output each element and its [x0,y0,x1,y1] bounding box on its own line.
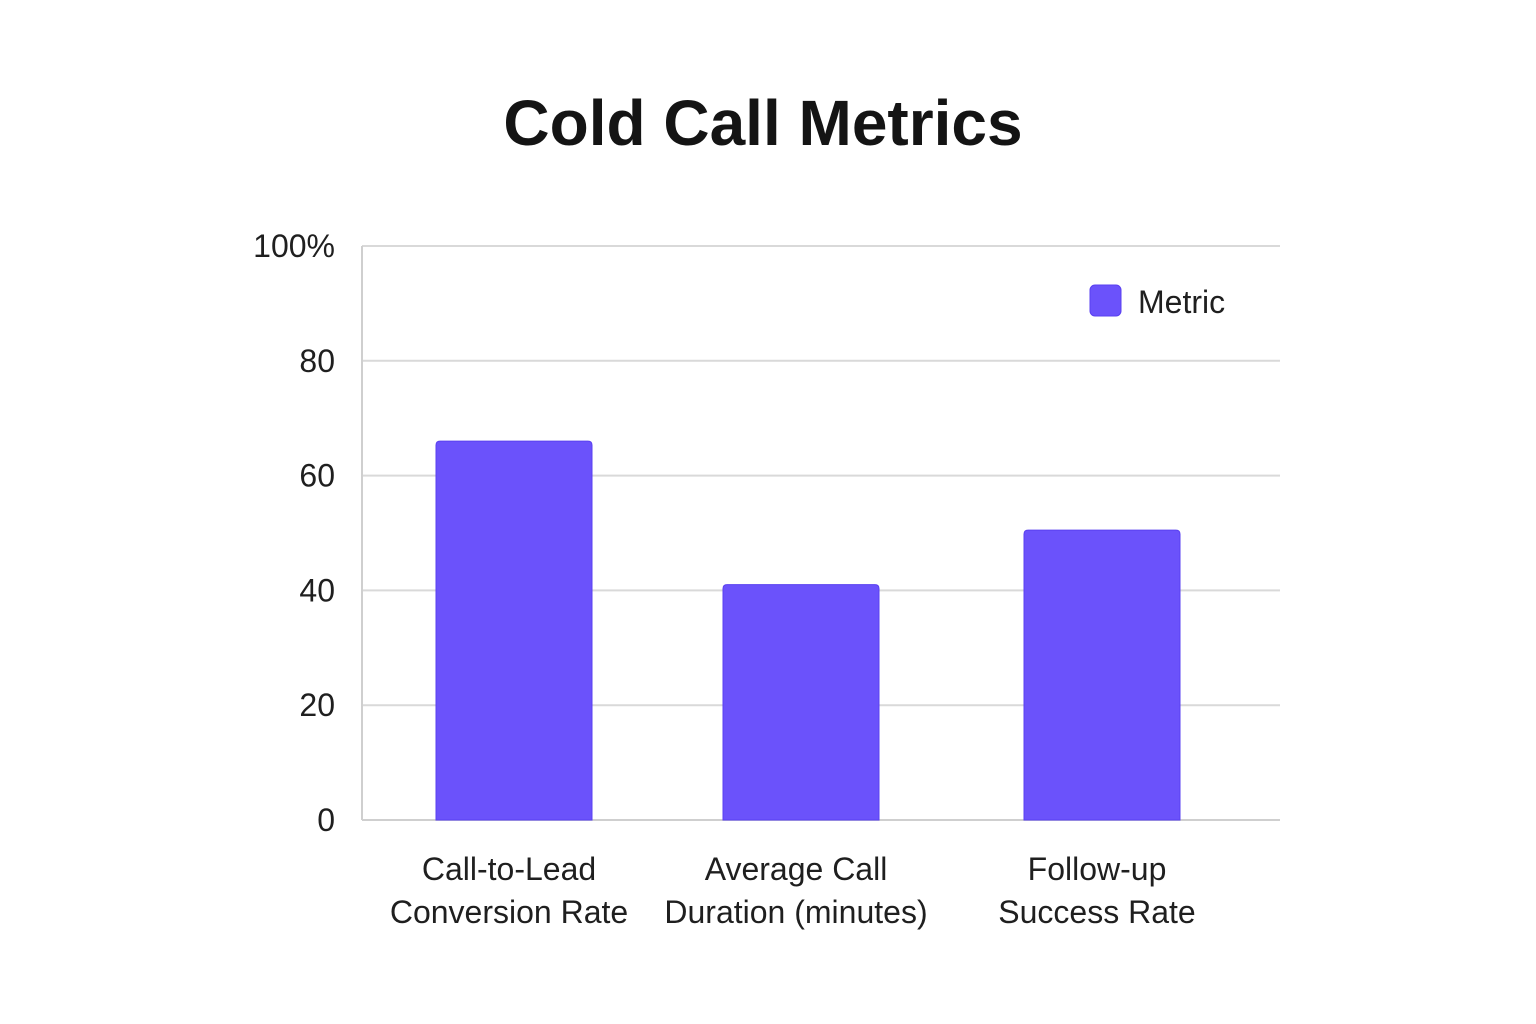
legend: Metric [1089,284,1225,320]
legend-label: Metric [1138,284,1225,320]
bars [435,440,1181,821]
chart-title: Cold Call Metrics [503,87,1022,159]
x-tick-label: Average Call Duration (minutes) [664,851,927,930]
x-tick-label: Call-to-Lead Conversion Rate [390,851,628,930]
y-tick-label: 60 [299,458,335,494]
bar [1023,529,1181,821]
y-tick-label: 80 [299,343,335,379]
bar [435,440,593,821]
x-axis-labels: Call-to-Lead Conversion Rate Average Call D… [390,851,1196,930]
bar [722,584,880,821]
x-tick-label: Follow-up Success Rate [998,851,1195,930]
y-tick-label: 20 [299,687,335,723]
legend-swatch [1089,284,1122,317]
y-tick-label: 0 [317,802,335,838]
y-tick-label: 40 [299,572,335,608]
y-axis-ticks: 0 20 40 60 80 100% [253,228,335,838]
y-tick-label: 100% [253,228,335,264]
